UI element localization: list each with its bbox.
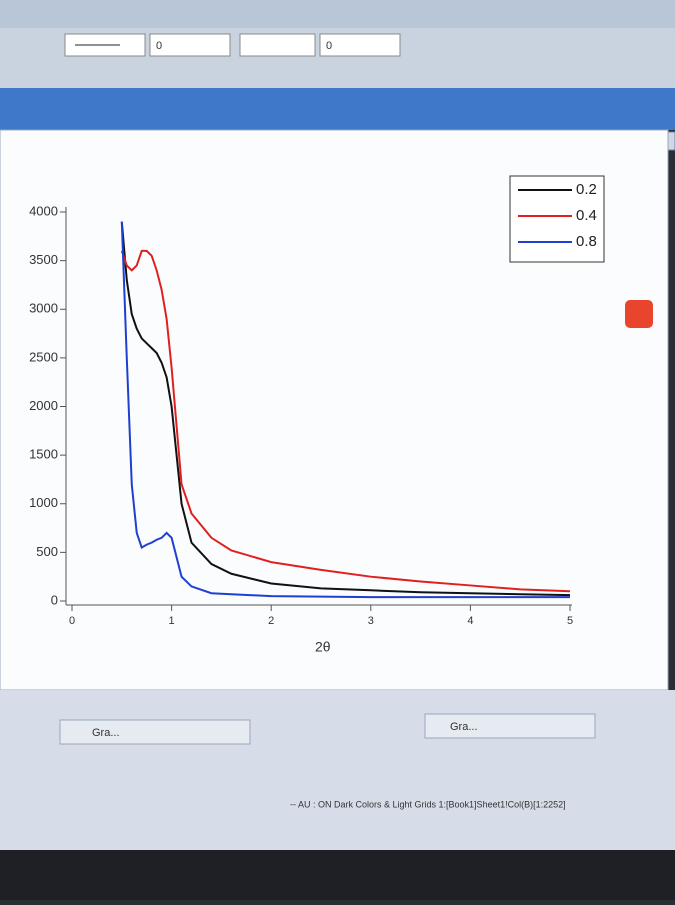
- status-bar: -- AU : ON Dark Colors & Light Grids 1:[…: [290, 799, 566, 809]
- title-band: [0, 88, 675, 130]
- border-dropdown[interactable]: [239, 33, 316, 57]
- tab-label: Gra...: [92, 727, 120, 739]
- data-line: [120, 221, 570, 599]
- legend-label: 0.2: [576, 181, 597, 198]
- legend-label: 0.4: [576, 207, 597, 224]
- border-field[interactable]: [319, 33, 401, 57]
- y-tick-label: 1500: [29, 447, 58, 462]
- x-tick-label: 4: [467, 615, 473, 627]
- toolbar-row: [0, 0, 675, 28]
- y-tick-label: 4000: [29, 203, 58, 218]
- x-axis-label: 2θ: [315, 639, 331, 655]
- y-tick-label: 0: [51, 592, 58, 607]
- line-width-field[interactable]: [149, 33, 231, 57]
- plot: 0 500 1000 1500 2000 2500 3000 3500 4000 0 1 2 3 4 5 2θ…: [29, 175, 605, 655]
- x-tick-label: 5: [567, 615, 573, 627]
- y-tick-label: 3000: [29, 301, 58, 316]
- legend-label: 0.8: [576, 233, 597, 250]
- y-tick-label: 2500: [29, 349, 58, 364]
- tab-label: Gra...: [450, 721, 478, 733]
- x-tick-label: 0: [69, 615, 75, 627]
- data-line: [120, 221, 571, 597]
- y-tick-label: 1000: [29, 495, 58, 510]
- y-tick-label: 500: [36, 544, 58, 559]
- y-tick-label: 2000: [29, 398, 58, 413]
- line-width-text: 0: [156, 40, 162, 52]
- tab[interactable]: [424, 713, 596, 739]
- ime-icon: [625, 300, 653, 328]
- data-line: [120, 249, 571, 593]
- monitor-bezel: [0, 850, 675, 900]
- x-tick-label: 1: [169, 615, 175, 627]
- tab[interactable]: [59, 719, 251, 745]
- x-tick-label: 3: [368, 615, 374, 627]
- border-text: 0: [326, 40, 332, 52]
- y-tick-label: 3500: [29, 252, 58, 267]
- x-tick-label: 2: [268, 615, 274, 627]
